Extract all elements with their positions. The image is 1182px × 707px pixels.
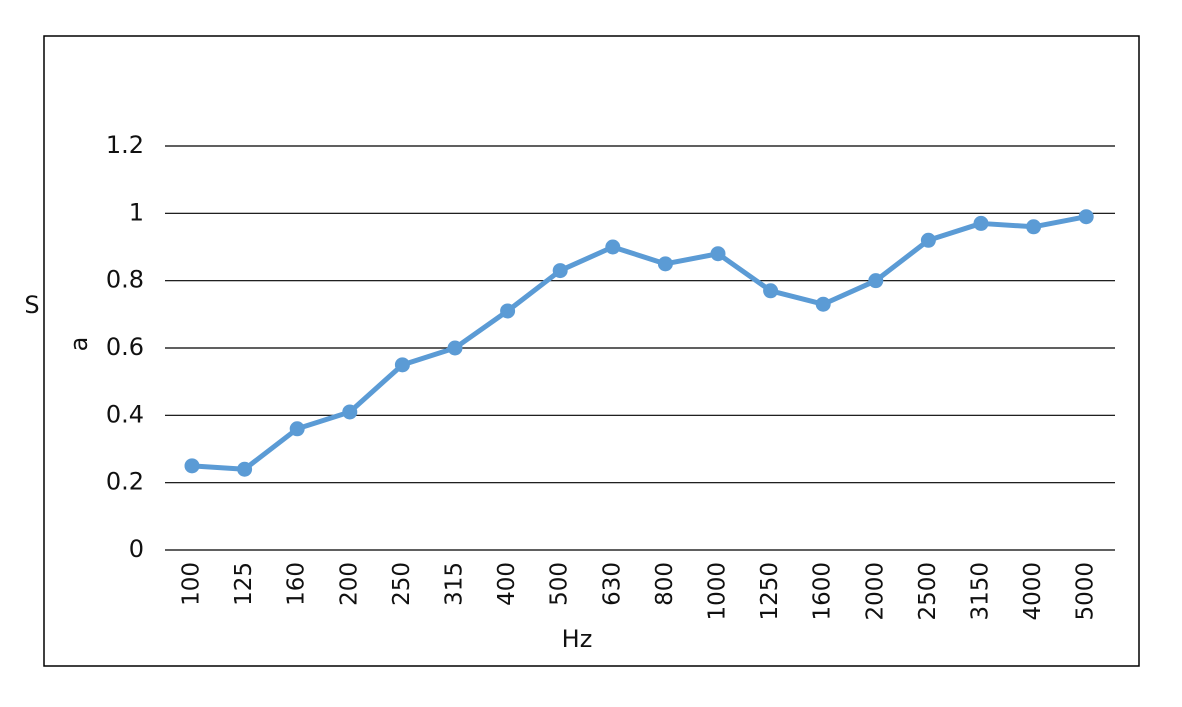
y-tick-label: 0 (129, 535, 144, 563)
y-axis-label: a (65, 337, 93, 352)
data-point (815, 296, 831, 312)
data-point (973, 215, 989, 231)
x-tick-label: 160 (284, 562, 310, 606)
data-point (342, 404, 358, 420)
x-tick-label: 800 (652, 562, 678, 606)
y-tick-label: 0.8 (106, 266, 144, 294)
x-tick-label: 500 (547, 562, 573, 606)
y-tick-label: 0.4 (106, 400, 144, 428)
data-point (184, 458, 200, 474)
x-tick-label: 100 (179, 562, 205, 606)
x-tick-label: 2500 (915, 562, 941, 621)
data-point (605, 239, 621, 255)
y-tick-label: 1.2 (106, 131, 144, 159)
x-tick-label: 1600 (810, 562, 836, 621)
data-point (394, 357, 410, 373)
data-point (657, 256, 673, 272)
x-tick-label: 630 (599, 562, 625, 606)
chart-frame (43, 35, 1140, 667)
y-tick-label: 1 (129, 198, 144, 226)
x-tick-label: 4000 (1020, 562, 1046, 621)
y-tick-labels: 0 0.2 0.4 0.6 0.8 1 1.2 (106, 131, 144, 563)
data-point (289, 421, 305, 437)
data-point (552, 263, 568, 279)
y-tick-label: 0.2 (106, 468, 144, 496)
series-line (189, 214, 1089, 472)
grid-lines (165, 145, 1115, 551)
data-point (1026, 219, 1042, 235)
x-tick-label: 3150 (968, 562, 994, 621)
data-point (1078, 209, 1094, 225)
x-tick-label: 250 (389, 562, 415, 606)
side-label: S (24, 291, 39, 319)
x-tick-label: 200 (336, 562, 362, 606)
data-point (710, 246, 726, 262)
data-point (237, 461, 253, 477)
x-tick-label: 315 (442, 562, 468, 606)
x-tick-label: 125 (231, 562, 257, 606)
x-axis-label: Hz (562, 625, 593, 653)
x-tick-label: 2000 (862, 562, 888, 621)
x-tick-label: 400 (494, 562, 520, 606)
x-tick-label: 1000 (705, 562, 731, 621)
data-point (763, 283, 779, 299)
data-point (447, 340, 463, 356)
data-point (868, 273, 884, 289)
x-tick-label: 1250 (757, 562, 783, 621)
x-tick-labels: 100 125 160 200 250 315 400 500 630 800 1000 1250 16… (179, 562, 1099, 621)
series-layer (184, 209, 1094, 477)
data-point (500, 303, 516, 319)
data-point (920, 232, 936, 248)
x-tick-label: 5000 (1073, 562, 1099, 621)
y-tick-label: 0.6 (106, 333, 144, 361)
